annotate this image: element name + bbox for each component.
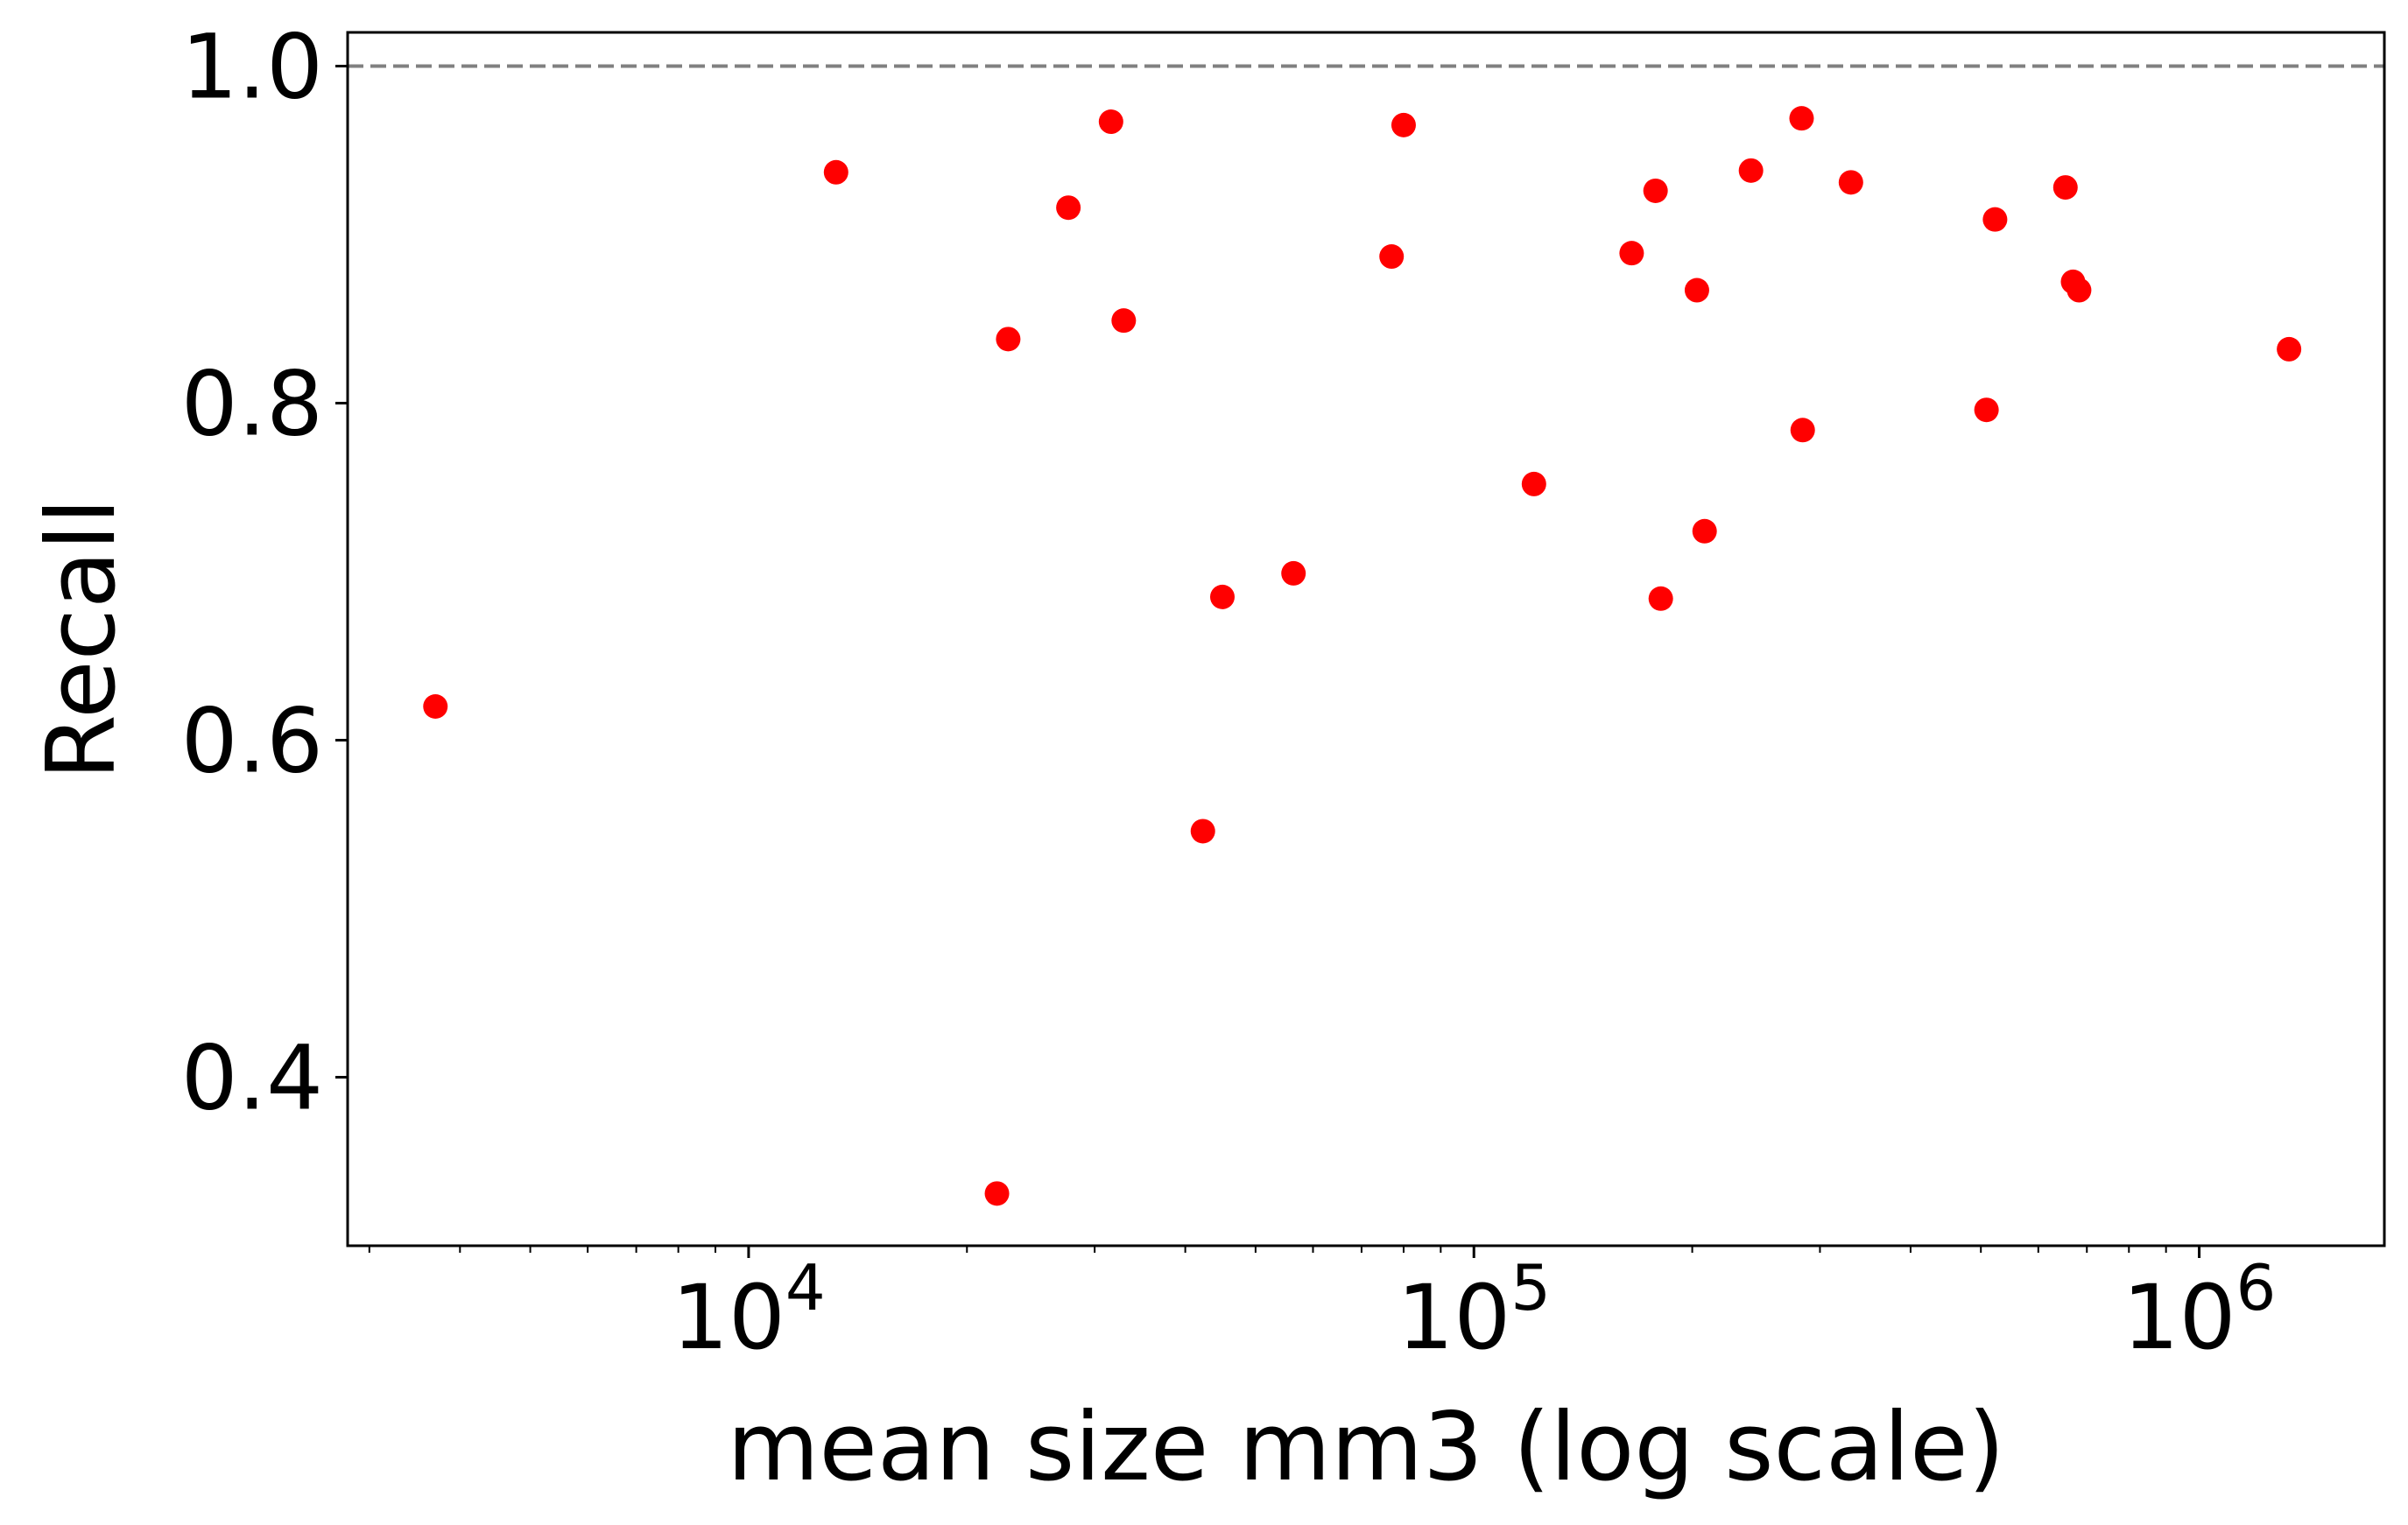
data-point <box>2067 278 2092 303</box>
data-point <box>1098 109 1123 135</box>
data-point <box>2277 336 2302 362</box>
plot-frame <box>346 31 2386 1247</box>
data-point <box>1391 112 1416 137</box>
data-point <box>1790 418 1815 443</box>
data-point <box>1789 106 1814 131</box>
data-points <box>423 106 2302 1206</box>
data-point <box>1974 397 1999 423</box>
data-point <box>823 159 848 185</box>
data-point <box>1982 207 2008 232</box>
y-tick-label: 0.8 <box>181 353 323 457</box>
data-point <box>423 694 448 719</box>
y-tick-label: 0.4 <box>181 1027 323 1131</box>
data-point <box>1111 308 1137 334</box>
x-tick-label: 104 <box>672 1251 826 1370</box>
data-point <box>984 1181 1010 1206</box>
x-axis-label: mean size mm3 (log scale) <box>727 1393 2004 1502</box>
data-point <box>1056 195 1081 221</box>
data-point <box>1643 178 1668 203</box>
data-point <box>1281 560 1306 586</box>
data-point <box>1190 819 1215 844</box>
data-point <box>1209 584 1235 609</box>
y-tick-label: 0.6 <box>181 690 323 794</box>
y-axis-label: Recall <box>27 498 137 780</box>
data-point <box>2052 175 2078 200</box>
x-tick-label: 105 <box>1397 1251 1551 1370</box>
axis-ticks: 0.4 0.6 0.8 1.0 104 105 106 <box>181 16 2277 1371</box>
data-point <box>1684 278 1709 303</box>
data-point <box>1521 471 1546 496</box>
data-point <box>1648 586 1673 611</box>
data-point <box>1619 241 1644 266</box>
data-point <box>1838 170 1863 195</box>
x-tick-label: 106 <box>2123 1251 2277 1370</box>
data-point <box>1379 244 1405 270</box>
data-point <box>1692 518 1717 544</box>
y-tick-label: 1.0 <box>181 16 323 120</box>
data-point <box>1738 158 1764 183</box>
data-point <box>996 327 1021 352</box>
